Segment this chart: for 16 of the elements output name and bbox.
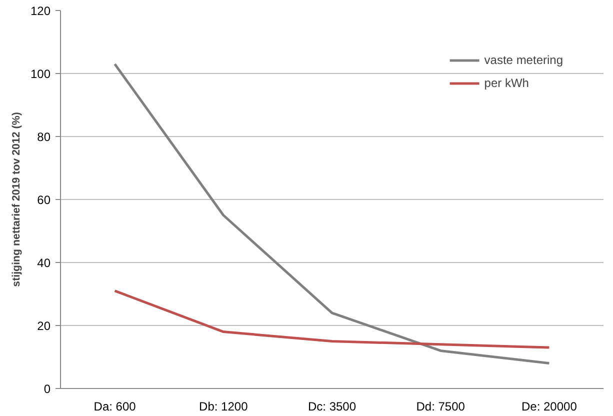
y-tick-label: 80 — [37, 130, 51, 144]
x-tick-label: Dd: 7500 — [416, 400, 466, 414]
y-axis-title: stijging nettarief 2019 tov 2012 (%) — [10, 112, 22, 287]
legend-label: per kWh — [484, 76, 529, 90]
x-tick-label: Dc: 3500 — [308, 400, 356, 414]
x-tick-label: Db: 1200 — [199, 400, 248, 414]
y-tick-label: 20 — [37, 319, 51, 333]
y-tick-label: 120 — [30, 4, 51, 18]
y-tick-label: 60 — [37, 193, 51, 207]
y-tick-label: 100 — [30, 67, 51, 81]
x-tick-label: Da: 600 — [94, 400, 136, 414]
line-series — [114, 290, 550, 349]
y-tick-label: 40 — [37, 256, 51, 270]
y-tick-label: 0 — [44, 382, 51, 396]
legend-label: vaste metering — [484, 53, 563, 67]
x-tick-label: De: 20000 — [522, 400, 578, 414]
